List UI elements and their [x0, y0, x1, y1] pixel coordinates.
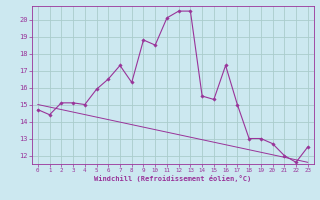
X-axis label: Windchill (Refroidissement éolien,°C): Windchill (Refroidissement éolien,°C): [94, 175, 252, 182]
